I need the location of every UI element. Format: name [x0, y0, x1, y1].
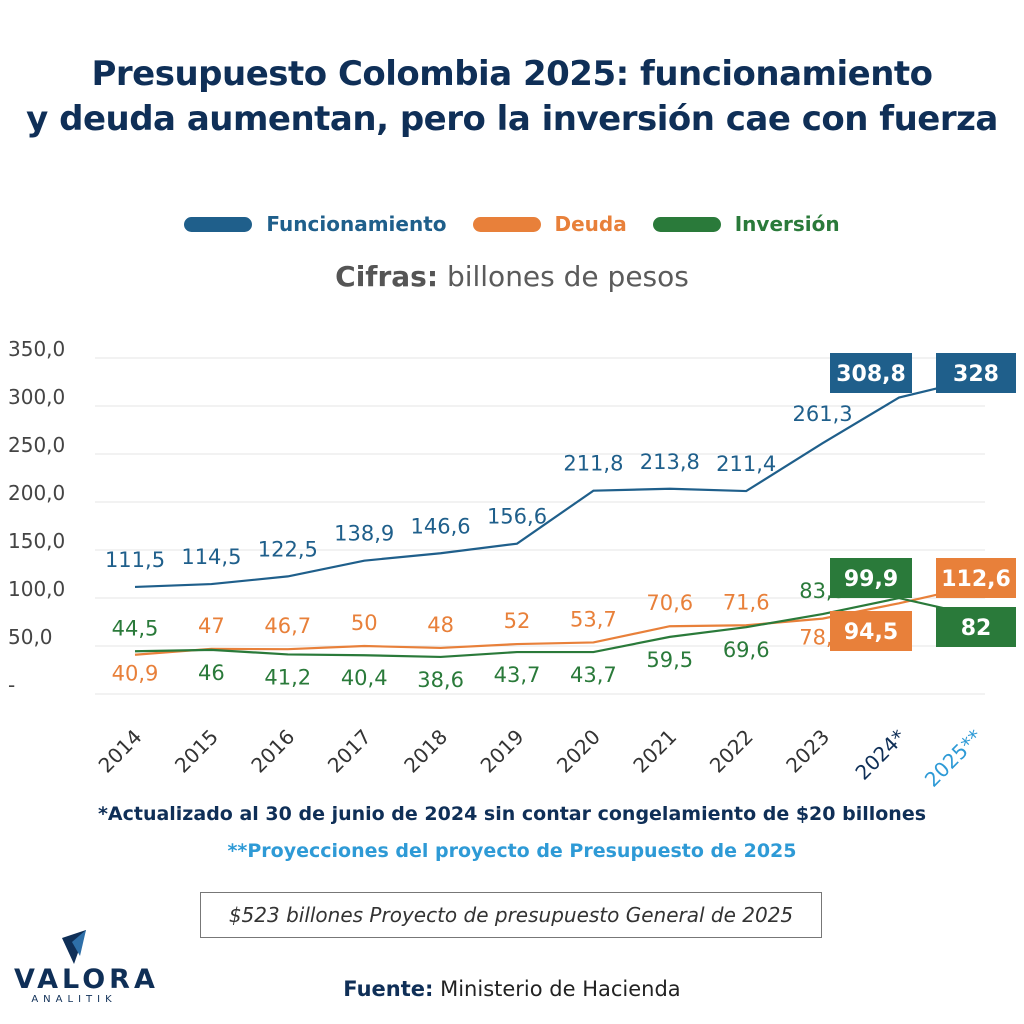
units-text: billones de pesos — [438, 260, 689, 293]
data-label-deuda: 53,7 — [570, 607, 617, 631]
x-tick-label: 2017 — [323, 725, 376, 778]
x-tick-label: 2021 — [628, 725, 681, 778]
legend-label-inversion: Inversión — [734, 212, 840, 236]
data-label-funcionamiento: 138,9 — [334, 522, 394, 546]
x-tick-label: 2018 — [399, 725, 452, 778]
legend-swatch-inversion — [652, 216, 721, 232]
legend-swatch-funcionamiento — [184, 216, 253, 232]
x-tick-label: 2015 — [170, 725, 223, 778]
units-label: Cifras: — [335, 260, 439, 293]
data-label-funcionamiento: 261,3 — [793, 402, 853, 426]
data-label-inversion: 40,4 — [341, 666, 388, 690]
x-tick-label: 2025** — [920, 725, 987, 792]
label-box — [830, 611, 912, 651]
data-label-inversion: 41,2 — [264, 665, 311, 689]
footnote-2025: **Proyecciones del proyecto de Presupues… — [227, 840, 797, 862]
label-box-text: 99,9 — [844, 567, 898, 592]
y-tick-label: 350,0 — [8, 337, 65, 361]
data-label-deuda: 71,6 — [723, 590, 770, 614]
data-label-inversion: 69,6 — [723, 638, 770, 662]
label-box — [830, 353, 912, 393]
label-box-text: 308,8 — [836, 362, 906, 387]
legend: Funcionamiento Deuda Inversión — [0, 212, 1024, 236]
label-box — [936, 607, 1016, 647]
data-label-funcionamiento: 211,4 — [716, 452, 776, 476]
data-label-funcionamiento: 211,8 — [563, 452, 623, 476]
legend-label-deuda: Deuda — [554, 212, 627, 236]
data-label-deuda: 47 — [198, 614, 225, 638]
units-subtitle: Cifras: billones de pesos — [0, 260, 1024, 293]
budget-total-box: $523 billones Proyecto de presupuesto Ge… — [200, 892, 822, 938]
logo-subword: ANALITIK — [31, 994, 117, 1005]
data-label-funcionamiento: 213,8 — [640, 450, 700, 474]
x-tick-label: 2019 — [476, 725, 529, 778]
label-box-text: 82 — [961, 616, 992, 641]
y-tick-label: - — [8, 673, 15, 697]
data-label-box-inversion: 82 — [936, 607, 1016, 647]
line-chart: 350,0 300,0 250,0 200,0 150,0 100,0 50,0 - 2014 2… — [8, 337, 1016, 792]
data-label-deuda: 46,7 — [264, 614, 311, 638]
legend-swatch-deuda — [472, 216, 541, 232]
data-label-inversion: 44,5 — [112, 616, 159, 640]
legend-label-funcionamiento: Funcionamiento — [266, 212, 447, 236]
data-label-deuda: 48 — [427, 613, 454, 637]
y-tick-label: 300,0 — [8, 385, 65, 409]
chart-title: Presupuesto Colombia 2025: funcionamient… — [0, 52, 1024, 142]
label-box-text: 112,6 — [941, 567, 1011, 592]
data-label-deuda: 40,9 — [112, 662, 159, 686]
title-line-1: Presupuesto Colombia 2025: funcionamient… — [91, 54, 933, 94]
data-label-deuda: 70,6 — [646, 591, 693, 615]
x-tick-label: 2024* — [850, 725, 910, 785]
y-tick-label: 200,0 — [8, 481, 65, 505]
data-label-inversion: 46 — [198, 661, 225, 685]
data-label-inversion: 59,5 — [646, 648, 693, 672]
footnote-2024: *Actualizado al 30 de junio de 2024 sin … — [97, 803, 927, 825]
label-box-text: 328 — [953, 362, 999, 387]
data-label-box-funcionamiento: 308,8 — [830, 353, 912, 393]
data-label-inversion: 38,6 — [417, 668, 464, 692]
x-tick-label: 2020 — [552, 725, 605, 778]
y-tick-label: 150,0 — [8, 529, 65, 553]
data-label-funcionamiento: 122,5 — [258, 537, 318, 561]
data-label-box-inversion: 99,9 — [830, 558, 912, 598]
source-text: Ministerio de Hacienda — [433, 977, 681, 1001]
x-tick-label: 2014 — [94, 725, 147, 778]
data-label-funcionamiento: 111,5 — [105, 548, 165, 572]
x-tick-label: 2022 — [705, 725, 758, 778]
y-tick-label: 250,0 — [8, 433, 65, 457]
data-label-box-deuda: 94,5 — [830, 611, 912, 651]
legend-item-deuda: Deuda — [472, 212, 627, 236]
source-label: Fuente: — [343, 977, 434, 1001]
data-label-inversion: 43,7 — [494, 663, 541, 687]
title-line-2: y deuda aumentan, pero la inversión cae … — [26, 99, 998, 139]
data-label-inversion: 43,7 — [570, 663, 617, 687]
data-label-funcionamiento: 156,6 — [487, 505, 547, 529]
series-line-funcionamiento — [134, 378, 976, 589]
x-tick-label: 2016 — [246, 725, 299, 778]
legend-item-funcionamiento: Funcionamiento — [184, 212, 447, 236]
valora-logo: VALORA ANALITIK — [14, 928, 159, 1008]
data-label-funcionamiento: 146,6 — [411, 514, 471, 538]
label-box — [936, 353, 1016, 393]
data-label-deuda: 50 — [351, 611, 378, 635]
y-tick-label: 100,0 — [8, 577, 65, 601]
x-tick-label: 2023 — [781, 725, 834, 778]
data-label-funcionamiento: 114,5 — [181, 545, 241, 569]
budget-total-text: $523 billones Proyecto de presupuesto Ge… — [228, 903, 794, 927]
data-label-deuda: 52 — [504, 609, 531, 633]
legend-item-inversion: Inversión — [652, 212, 840, 236]
y-tick-label: 50,0 — [8, 625, 53, 649]
label-box — [830, 558, 912, 598]
logo-mark-icon — [62, 930, 86, 964]
source: Fuente: Ministerio de Hacienda — [0, 977, 1024, 1001]
data-label-box-funcionamiento: 328 — [936, 353, 1016, 393]
data-label-box-deuda: 112,6 — [936, 558, 1016, 598]
logo-word: VALORA — [14, 964, 159, 995]
label-box-text: 94,5 — [844, 620, 898, 645]
label-box — [936, 558, 1016, 598]
